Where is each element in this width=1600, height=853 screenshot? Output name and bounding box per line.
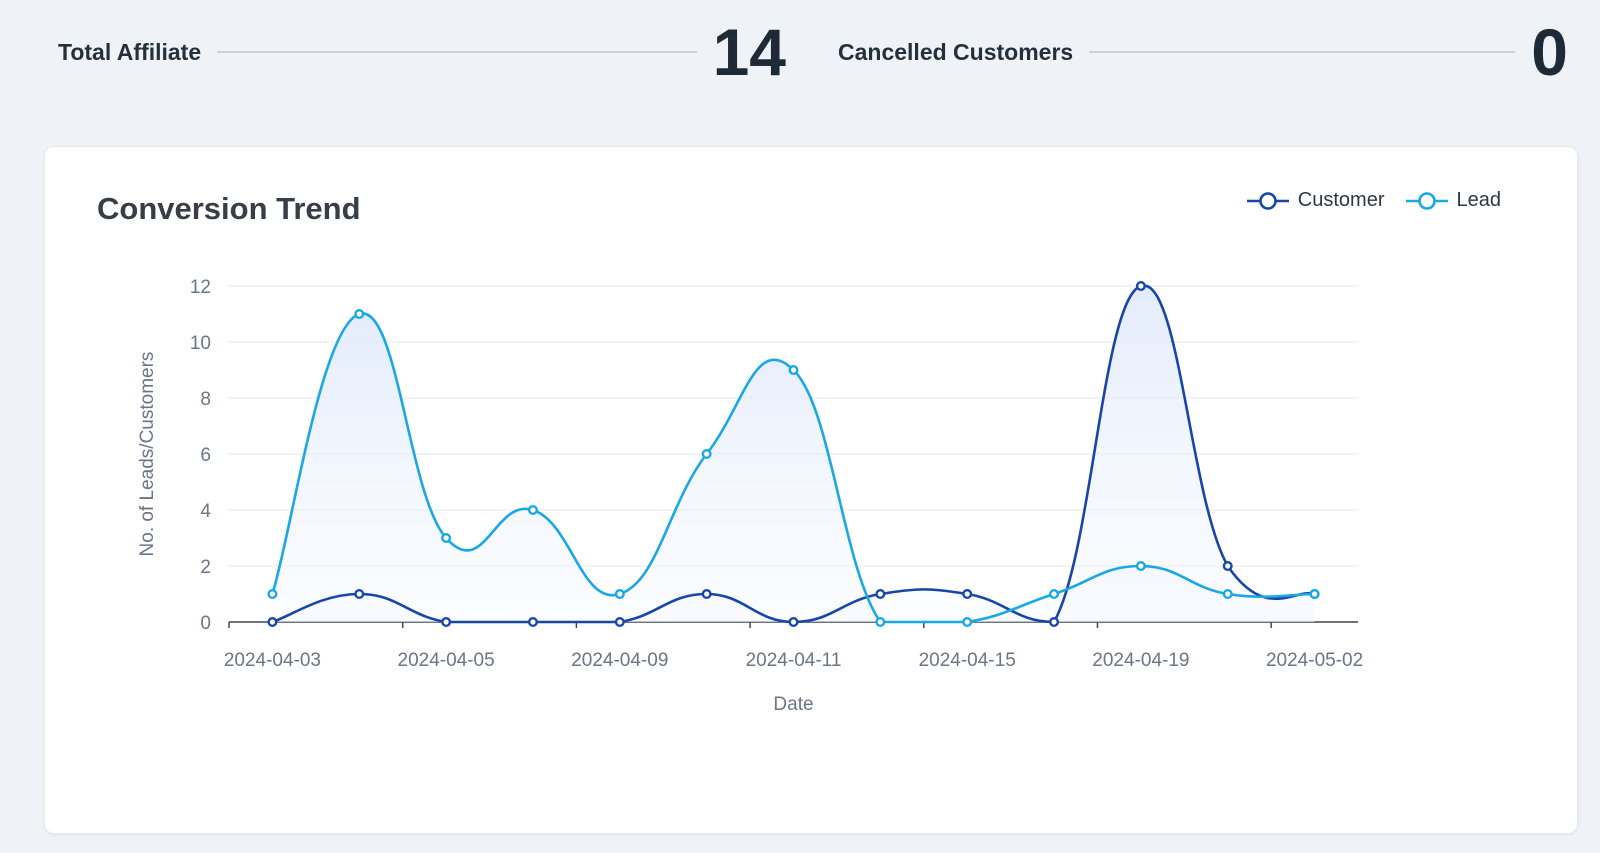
legend-marker bbox=[1417, 191, 1436, 210]
data-point-customer bbox=[527, 617, 538, 628]
x-tick-label: 2024-04-03 bbox=[224, 650, 321, 671]
data-point-lead bbox=[1135, 561, 1146, 572]
data-point-lead bbox=[527, 505, 538, 516]
x-tick-label: 2024-04-05 bbox=[398, 650, 495, 671]
series-line-customer bbox=[272, 284, 1315, 624]
data-point-lead bbox=[267, 589, 278, 600]
y-tick-label: 6 bbox=[200, 445, 211, 466]
cancelled-customers-value: 0 bbox=[1531, 15, 1568, 89]
y-tick-label: 12 bbox=[190, 277, 211, 298]
data-point-lead bbox=[1222, 589, 1233, 600]
cancelled-customers-stat: Cancelled Customers 0 bbox=[838, 14, 1568, 90]
conversion-trend-chart: 0 2 4 6 8 10 12 2024-04-03 2024-04-05 2024-04-09 2… bbox=[137, 277, 1363, 715]
x-tick-label: 2024-04-09 bbox=[571, 650, 668, 671]
data-point-customer bbox=[354, 589, 365, 600]
data-point-lead bbox=[788, 364, 799, 375]
data-point-lead bbox=[875, 617, 886, 628]
total-affiliate-value: 14 bbox=[712, 15, 786, 89]
legend-label-lead: Lead bbox=[1456, 189, 1502, 211]
data-point-lead bbox=[354, 308, 365, 319]
data-point-lead bbox=[1309, 589, 1320, 600]
legend-swatch-lead bbox=[1405, 191, 1448, 210]
data-point-customer bbox=[962, 589, 973, 600]
data-point-customer bbox=[788, 617, 799, 628]
conversion-trend-card: 0 2 4 6 8 10 12 2024-04-03 2024-04-05 2024-04-09 2… bbox=[44, 146, 1578, 834]
y-tick-label: 10 bbox=[190, 333, 211, 354]
legend-item-customer[interactable]: Customer bbox=[1246, 189, 1385, 212]
data-point-lead bbox=[701, 449, 712, 460]
data-point-lead bbox=[962, 617, 973, 628]
data-point-customer bbox=[1222, 561, 1233, 572]
x-axis-title: Date bbox=[773, 694, 813, 715]
data-point-customer bbox=[614, 617, 625, 628]
data-point-lead bbox=[1049, 589, 1060, 600]
stat-divider bbox=[217, 51, 697, 53]
x-tick-label: 2024-04-11 bbox=[746, 650, 842, 671]
legend-item-lead[interactable]: Lead bbox=[1405, 189, 1502, 212]
x-tick-label: 2024-05-02 bbox=[1266, 650, 1363, 671]
total-affiliate-stat: Total Affiliate 14 bbox=[58, 14, 786, 90]
data-point-lead bbox=[614, 589, 625, 600]
legend-label-customer: Customer bbox=[1297, 189, 1385, 211]
series-line-lead bbox=[271, 312, 1315, 624]
chart-legend: Customer Lead bbox=[1246, 189, 1501, 212]
chart-title: Conversion Trend bbox=[97, 191, 361, 226]
cancelled-customers-label: Cancelled Customers bbox=[838, 38, 1074, 65]
y-tick-label: 4 bbox=[200, 501, 211, 522]
data-point-customer bbox=[1135, 280, 1146, 291]
data-point-customer bbox=[701, 589, 712, 600]
y-tick-label: 0 bbox=[200, 613, 211, 634]
data-point-customer bbox=[441, 617, 452, 628]
data-point-lead bbox=[441, 533, 452, 544]
y-axis-title: No. of Leads/Customers bbox=[137, 352, 158, 557]
stats-row: Total Affiliate 14 Cancelled Customers 0 bbox=[0, 0, 1600, 100]
data-point-customer bbox=[267, 617, 278, 628]
total-affiliate-label: Total Affiliate bbox=[58, 38, 202, 65]
stat-divider bbox=[1089, 51, 1516, 53]
x-tick-label: 2024-04-15 bbox=[919, 650, 1016, 671]
y-tick-label: 2 bbox=[200, 557, 211, 578]
series-area-lead bbox=[272, 313, 1315, 622]
y-tick-label: 8 bbox=[200, 389, 211, 410]
legend-marker bbox=[1258, 191, 1277, 210]
data-point-customer bbox=[1049, 617, 1060, 628]
x-tick-label: 2024-04-19 bbox=[1092, 650, 1189, 671]
legend-swatch-customer bbox=[1246, 191, 1289, 210]
data-point-customer bbox=[875, 589, 886, 600]
